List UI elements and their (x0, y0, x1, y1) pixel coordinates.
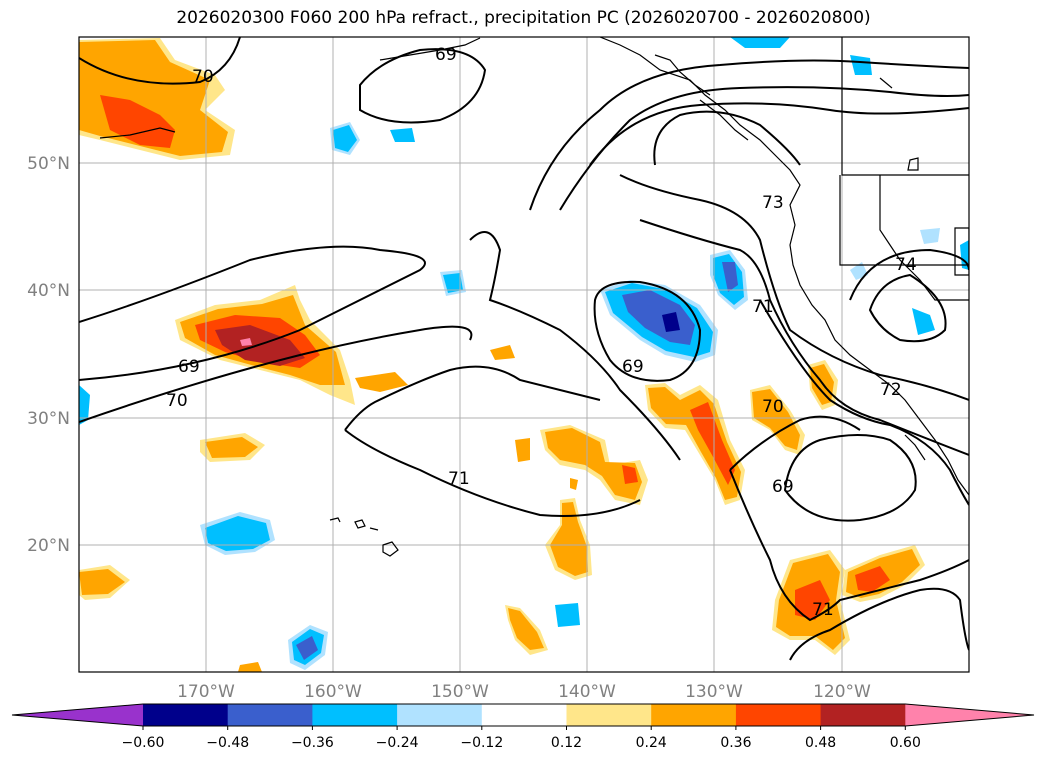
contour-labels: 70 69 69 70 71 69 71 70 69 73 74 72 71 (166, 45, 917, 620)
contour-label-72: 72 (880, 380, 902, 400)
colorbar-segment (481, 704, 567, 726)
lat-label-30n: 30°N (27, 409, 70, 429)
lon-label-120w: 120°W (813, 682, 871, 702)
lon-label-160w: 160°W (304, 682, 362, 702)
longitude-labels: 170°W 160°W 150°W 140°W 130°W 120°W (177, 682, 871, 702)
contour-label-71-south: 71 (812, 600, 834, 620)
colorbar-tick-label: 0.48 (805, 735, 836, 751)
map-frame (78, 36, 970, 673)
colorbar-tick-label: −0.12 (460, 735, 503, 751)
contour-label-69-top: 69 (435, 45, 457, 65)
contour-label-69-east: 69 (772, 477, 794, 497)
colorbar-tick-label: −0.24 (376, 735, 419, 751)
lon-label-130w: 130°W (685, 682, 743, 702)
map-title: 2026020300 F060 200 hPa refract., precip… (176, 8, 871, 28)
colorbar-segment (227, 704, 313, 726)
contour-label-70-top: 70 (192, 67, 214, 87)
colorbar-segment (143, 704, 229, 726)
contour-label-74: 74 (895, 255, 917, 275)
graticule (79, 37, 969, 672)
refractivity-contours (79, 37, 969, 661)
lat-label-50n: 50°N (27, 154, 70, 174)
latitude-labels: 50°N 40°N 30°N 20°N (27, 154, 70, 556)
contour-label-70-east: 70 (762, 397, 784, 417)
contour-label-69-west: 69 (178, 357, 200, 377)
colorbar-tick-label: 0.36 (720, 735, 751, 751)
colorbar-segment (735, 704, 822, 726)
map-area: 70 69 69 70 71 69 71 70 69 73 74 72 71 (79, 37, 969, 672)
colorbar: −0.60 −0.48 −0.36 −0.24 −0.12 0.12 0.24 0.36 0.4… (11, 703, 1035, 751)
hawaii-islands (329, 517, 399, 557)
lat-label-40n: 40°N (27, 281, 70, 301)
colorbar-segment (566, 704, 652, 726)
contour-label-71-central: 71 (448, 469, 470, 489)
contour-label-70-west: 70 (166, 391, 188, 411)
colorbar-extend-high (905, 704, 1034, 726)
colorbar-tick-label: 0.60 (890, 735, 921, 751)
contour-label-71-east: 71 (752, 297, 774, 317)
colorbar-tick-label: 0.24 (636, 735, 667, 751)
colorbar-tick-label: −0.48 (206, 735, 249, 751)
colorbar-tick-label: −0.60 (122, 735, 165, 751)
lon-label-150w: 150°W (431, 682, 489, 702)
coastlines (99, 37, 969, 496)
lat-label-20n: 20°N (27, 536, 70, 556)
colorbar-tick-label: 0.12 (551, 735, 582, 751)
colorbar-extend-low (12, 704, 143, 726)
colorbar-segment (820, 704, 906, 726)
colorbar-segment (397, 704, 483, 726)
precip-fill (79, 37, 969, 672)
contour-label-69-low: 69 (622, 357, 644, 377)
colorbar-segment (651, 704, 737, 726)
lon-label-170w: 170°W (177, 682, 235, 702)
colorbar-tick-label: −0.36 (291, 735, 334, 751)
lon-label-140w: 140°W (558, 682, 616, 702)
colorbar-segment (312, 704, 398, 726)
contour-label-73: 73 (762, 193, 784, 213)
